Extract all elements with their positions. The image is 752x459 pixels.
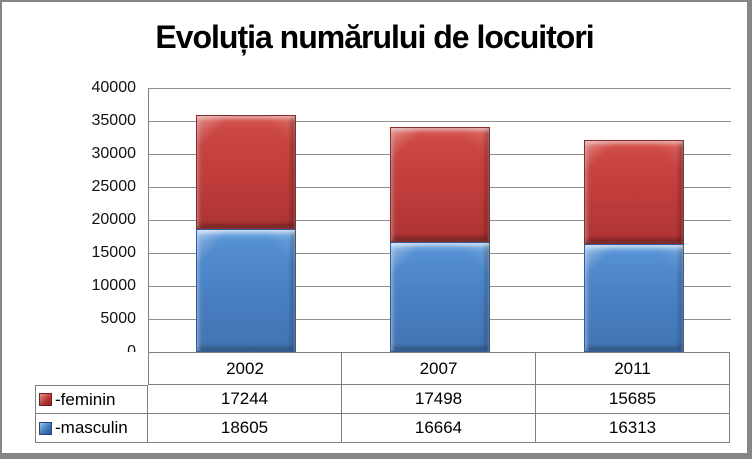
y-axis-label-25000: 25000: [91, 178, 137, 195]
bar-2002-masculin-segment: [196, 229, 296, 352]
bar-2011-masculin-segment: [584, 244, 684, 352]
y-axis-label-35000: 35000: [91, 112, 137, 129]
y-axis-label-40000: 40000: [91, 79, 137, 96]
y-axis: 40000 35000 30000 25000 20000 15000 10000 5000 0: [22, 79, 137, 360]
bar-2002-feminin-segment: [196, 115, 296, 229]
data-table: 2002 2007 2011 -feminin 17244 17498 1568…: [35, 352, 730, 443]
legend-label-feminin: -feminin: [55, 389, 116, 409]
table-value-masculin-2011: 16313: [536, 414, 730, 443]
category-label-2007: 2007: [342, 352, 536, 385]
legend-item-feminin: -feminin: [35, 385, 148, 414]
gridline-40000: [149, 88, 731, 89]
y-axis-label-10000: 10000: [91, 277, 137, 294]
masculin-series-marker-icon: [39, 421, 52, 435]
bar-2007-masculin-segment: [390, 242, 490, 352]
y-axis-label-15000: 15000: [91, 244, 137, 261]
table-value-feminin-2002: 17244: [148, 385, 342, 414]
y-axis-label-30000: 30000: [91, 145, 137, 162]
y-axis-label-0: 0: [22, 342, 136, 362]
y-axis-label-20000: 20000: [91, 211, 137, 228]
bar-2011-feminin-segment: [584, 140, 684, 244]
category-label-2002: 2002: [148, 352, 342, 385]
plot-area: [148, 88, 731, 352]
gridline-35000: [149, 121, 731, 122]
table-value-masculin-2007: 16664: [342, 414, 536, 443]
table-value-feminin-2011: 15685: [536, 385, 730, 414]
category-label-2011: 2011: [536, 352, 730, 385]
legend-item-masculin: -masculin: [35, 414, 148, 443]
chart-title: Evoluția numărului de locuitori: [155, 19, 594, 55]
table-value-feminin-2007: 17498: [342, 385, 536, 414]
bar-2007-feminin-segment: [390, 127, 490, 242]
table-value-masculin-2002: 18605: [148, 414, 342, 443]
feminin-series-marker-icon: [39, 393, 52, 406]
table-corner-cell: [35, 352, 148, 385]
y-axis-label-5000: 5000: [100, 310, 136, 327]
legend-label-masculin: -masculin: [55, 418, 128, 437]
